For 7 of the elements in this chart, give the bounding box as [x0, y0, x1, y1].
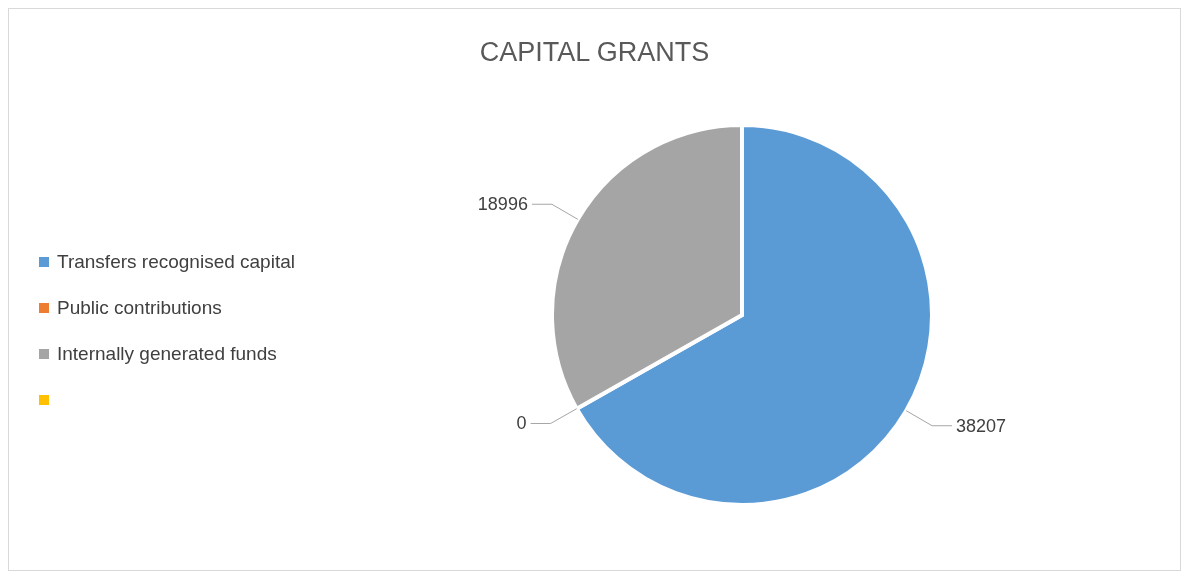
data-label: 38207 [956, 415, 1007, 436]
legend-label: Internally generated funds [57, 343, 277, 365]
chart-title: CAPITAL GRANTS [478, 37, 711, 68]
legend-label: Transfers recognised capital [57, 251, 295, 273]
legend-label: Public contributions [57, 297, 222, 319]
data-label: 18996 [477, 194, 528, 215]
text: 0 [516, 413, 527, 434]
